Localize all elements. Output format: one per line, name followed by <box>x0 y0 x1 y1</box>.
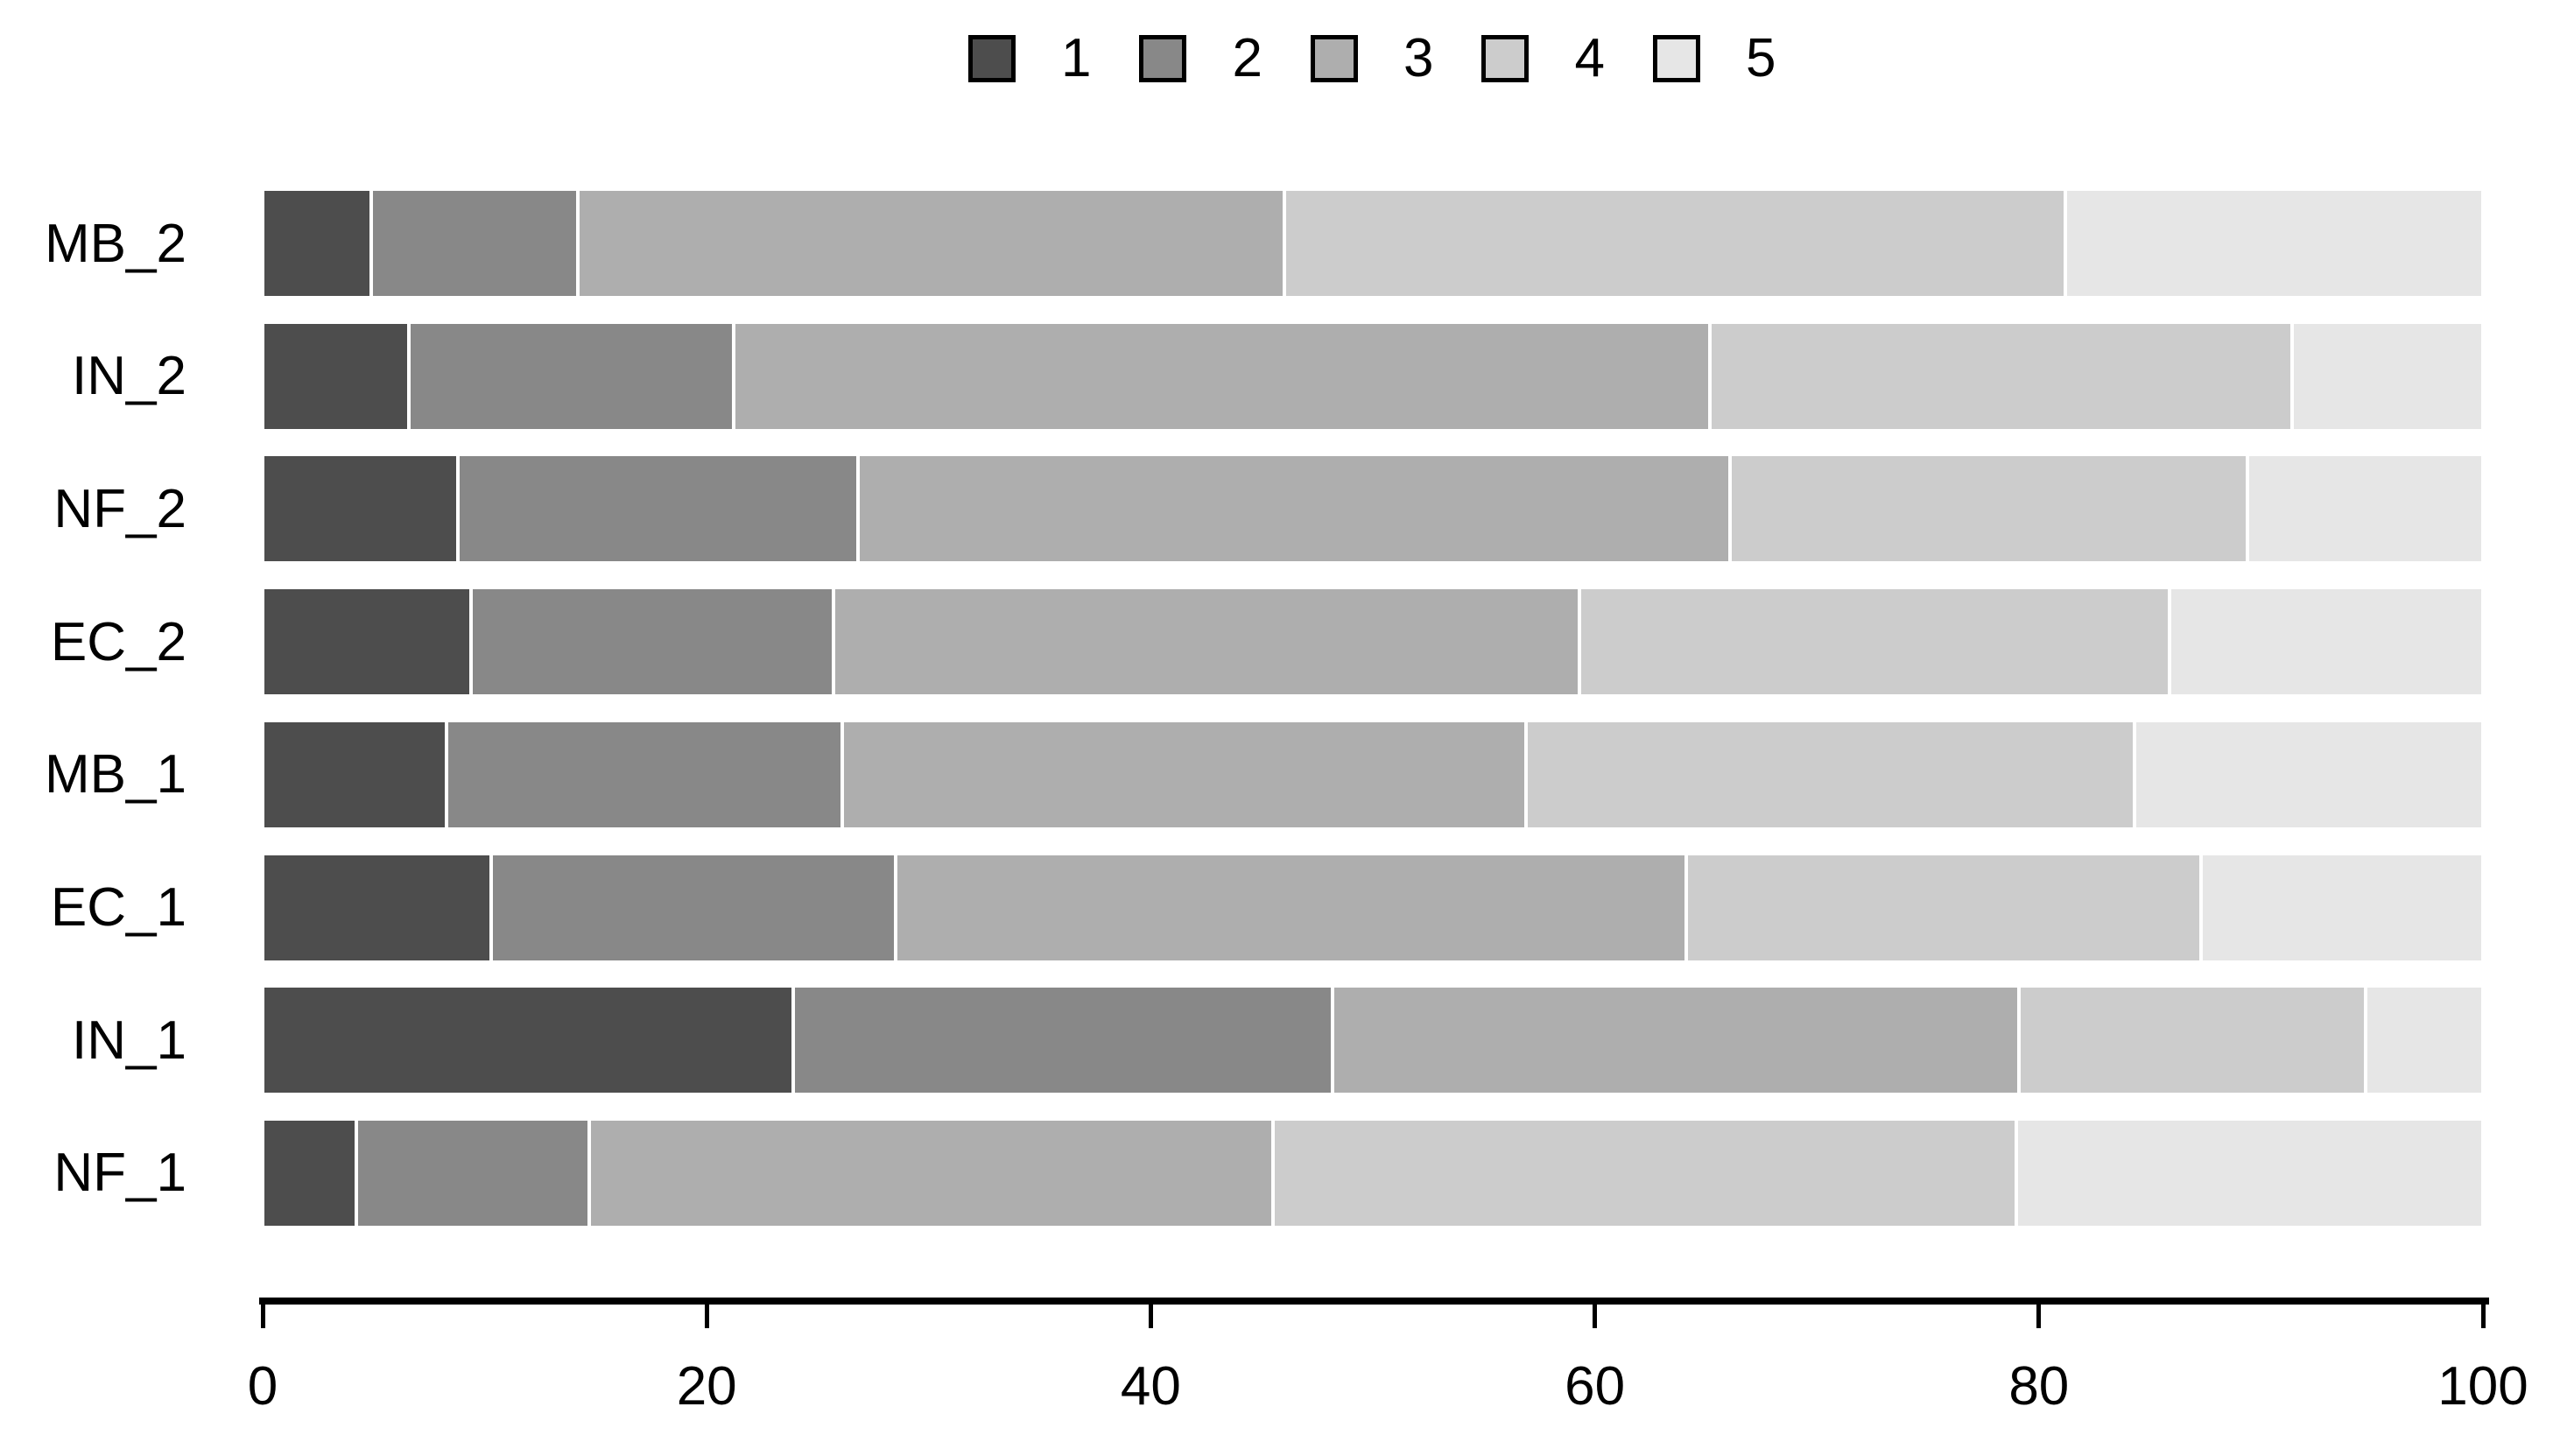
bar-segment-MB_1-level-5 <box>2134 720 2483 829</box>
y-label-IN_1: IN_1 <box>72 1009 186 1071</box>
x-tick-label-40: 40 <box>1120 1356 1181 1417</box>
bar-segment-EC_1-level-1 <box>263 853 492 962</box>
legend-swatch-4 <box>1481 35 1530 82</box>
x-axis-line <box>259 1298 2489 1305</box>
y-label-IN_2: IN_2 <box>72 346 186 407</box>
x-tick-40 <box>1148 1305 1153 1328</box>
bar-segment-MB_2-level-4 <box>1284 189 2066 298</box>
legend-item-4: 4 <box>1481 28 1605 88</box>
x-tick-label-60: 60 <box>1565 1356 1626 1417</box>
bar-segment-IN_2-level-3 <box>733 321 1711 431</box>
legend-item-1: 1 <box>968 32 1091 86</box>
x-tick-0 <box>260 1305 265 1328</box>
bar-segment-EC_1-level-3 <box>895 853 1686 962</box>
x-tick-label-100: 100 <box>2437 1356 2528 1417</box>
bar-segment-MB_2-level-5 <box>2065 189 2483 298</box>
legend-label: 2 <box>1232 28 1262 88</box>
bar-row-NF_1 <box>263 1118 2483 1227</box>
x-tick-label-20: 20 <box>676 1356 737 1417</box>
legend-swatch-5 <box>1652 35 1700 82</box>
bar-segment-EC_2-level-2 <box>471 587 833 697</box>
bar-segment-IN_1-level-4 <box>2018 986 2366 1095</box>
x-tick-60 <box>1593 1305 1598 1328</box>
y-label-NF_2: NF_2 <box>53 478 186 539</box>
bar-segment-NF_2-level-1 <box>263 454 459 564</box>
x-tick-label-0: 0 <box>247 1356 278 1417</box>
legend-swatch-3 <box>1310 35 1358 82</box>
legend-swatch-1 <box>968 35 1016 82</box>
bar-segment-NF_1-level-5 <box>2016 1118 2483 1227</box>
bar-row-IN_1 <box>263 986 2483 1095</box>
bar-segment-MB_1-level-3 <box>841 720 1526 829</box>
bar-segment-IN_2-level-4 <box>1710 321 2292 431</box>
y-label-MB_1: MB_1 <box>45 744 186 805</box>
y-label-EC_2: EC_2 <box>50 611 186 672</box>
bar-segment-EC_1-level-5 <box>2200 853 2483 962</box>
bar-row-MB_1 <box>263 720 2483 829</box>
bar-segment-NF_1-level-1 <box>263 1118 356 1227</box>
bar-segment-EC_1-level-4 <box>1685 853 2201 962</box>
bar-segment-MB_1-level-2 <box>447 720 842 829</box>
bar-segment-MB_2-level-1 <box>263 189 372 298</box>
bar-segment-MB_2-level-2 <box>371 189 579 298</box>
bar-segment-IN_2-level-1 <box>263 321 410 431</box>
bar-segment-MB_2-level-3 <box>578 189 1284 298</box>
bar-segment-EC_2-level-4 <box>1579 587 2170 697</box>
legend-label: 4 <box>1574 28 1605 88</box>
bar-segment-EC_1-level-2 <box>491 853 896 962</box>
bar-row-EC_1 <box>263 853 2483 962</box>
bar-segment-EC_2-level-1 <box>263 587 472 697</box>
bar-segment-NF_2-level-2 <box>458 454 858 564</box>
bar-segment-MB_1-level-4 <box>1525 720 2135 829</box>
bar-segment-NF_1-level-3 <box>588 1118 1273 1227</box>
legend-label: 1 <box>1061 28 1092 88</box>
x-tick-100 <box>2480 1305 2486 1328</box>
bar-segment-NF_2-level-3 <box>857 454 1731 564</box>
bar-segment-MB_1-level-1 <box>263 720 447 829</box>
bar-row-EC_2 <box>263 587 2483 697</box>
bar-row-MB_2 <box>263 189 2483 298</box>
bar-segment-IN_2-level-2 <box>409 321 734 431</box>
bar-segment-NF_1-level-2 <box>355 1118 589 1227</box>
legend-label: 5 <box>1745 28 1776 88</box>
bar-segment-NF_2-level-4 <box>1730 454 2248 564</box>
legend-label: 3 <box>1403 28 1434 88</box>
y-label-MB_2: MB_2 <box>45 213 186 274</box>
bar-segment-IN_1-level-5 <box>2365 986 2483 1095</box>
legend-item-2: 2 <box>1139 32 1262 86</box>
bar-segment-EC_2-level-5 <box>2170 587 2483 697</box>
legend-item-5: 5 <box>1652 28 1776 88</box>
x-tick-80 <box>2036 1305 2042 1328</box>
bar-segment-NF_2-level-5 <box>2247 454 2483 564</box>
bar-segment-EC_2-level-3 <box>833 587 1579 697</box>
y-label-EC_1: EC_1 <box>50 877 186 939</box>
legend-swatch-2 <box>1139 35 1187 82</box>
legend-item-3: 3 <box>1310 28 1434 88</box>
bar-segment-IN_1-level-1 <box>263 986 794 1095</box>
bar-segment-NF_1-level-4 <box>1272 1118 2017 1227</box>
bar-row-NF_2 <box>263 454 2483 564</box>
x-tick-20 <box>704 1305 709 1328</box>
x-tick-label-80: 80 <box>2008 1356 2070 1417</box>
bar-segment-IN_2-level-5 <box>2291 321 2483 431</box>
bar-segment-IN_1-level-2 <box>793 986 1333 1095</box>
bar-row-IN_2 <box>263 321 2483 431</box>
y-label-NF_1: NF_1 <box>53 1143 186 1204</box>
bar-segment-IN_1-level-3 <box>1333 986 2019 1095</box>
